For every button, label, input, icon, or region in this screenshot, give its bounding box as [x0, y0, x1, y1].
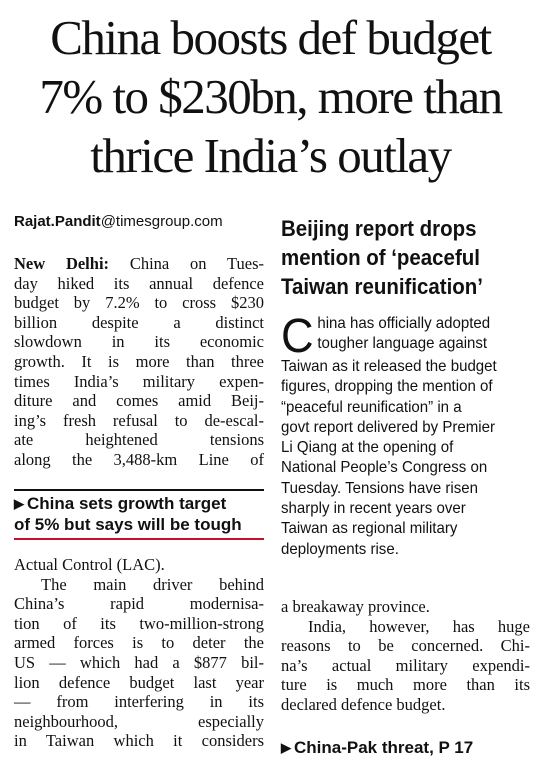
sidebar-line: Taiwan as regional military [281, 520, 458, 538]
story-line: in Taiwan which it considers [14, 731, 264, 751]
sidebar-line: figures, dropping the mention of [281, 378, 493, 396]
story-line: budget by 7.2% to cross $230 [14, 293, 264, 313]
sidebar-line: sharply in recent years over [281, 500, 466, 518]
story-line: growth. It is more than three [14, 351, 264, 371]
headline-line-1: China boosts def budget [50, 10, 492, 65]
headline-line-2: 7% to $230bn, more than [39, 69, 503, 124]
sidebar-line: National People’s Congress on [281, 459, 488, 477]
story-line: declared defence budget. [281, 694, 446, 714]
sidebar-line: Taiwan as it released the budget [281, 358, 497, 375]
crosshead: ▶ China sets growth target of 5% but says… [14, 489, 264, 540]
story-line: lion defence budget last year [14, 672, 264, 692]
byline-domain: @timesgroup.com [100, 213, 223, 230]
sidebar-headline-line-3: Taiwan reunification’ [281, 274, 483, 299]
story-line: ing’s fresh refusal to de-escal- [14, 410, 264, 430]
story-line: diture and comes amid Beij- [14, 391, 264, 411]
story-line: New Delhi: China on Tues- [14, 254, 265, 273]
sidebar-line: Li Qiang at the opening of [281, 439, 454, 457]
dropcap: C [281, 310, 314, 363]
story-line: The main driver behind [41, 574, 264, 594]
sidebar-body: C hina has officially adopted tougher la… [281, 310, 516, 560]
triangle-right-icon: ▶ [14, 496, 24, 511]
story-line: billion despite a distinct [14, 312, 264, 332]
story-line: neighbourhood, especially [14, 711, 264, 731]
sidebar-line: tougher language against [317, 335, 488, 353]
sidebar-line: deployments rise. [281, 540, 399, 558]
sidebar-line: govt report delivered by Premier [281, 418, 495, 436]
story-line: ate heightened tensions [14, 430, 264, 450]
story-column-1b: Actual Control (LAC). The main driver be… [14, 555, 264, 751]
story-line: along the 3,488-km Line of [14, 449, 264, 469]
headline-line-3: thrice India’s outlay [90, 128, 452, 183]
sidebar-line: “peaceful reunification” in a [281, 398, 462, 416]
byline-name: Rajat.Pandit [14, 213, 101, 230]
sidebar-headline: Beijing report drops mention of ‘peacefu… [281, 214, 514, 301]
story-line: US — which had a $877 bil- [14, 652, 264, 672]
story-line: reasons to be concerned. Chi- [281, 636, 530, 656]
sidebar-line: Tuesday. Tensions have risen [281, 479, 479, 497]
sidebar-headline-line-2: mention of ‘peaceful [281, 245, 480, 270]
story-line: Actual Control (LAC). [14, 555, 165, 574]
story-line: slowdown in its economic [14, 332, 264, 352]
story-line: day hiked its annual defence [14, 273, 264, 293]
jump-link[interactable]: ▶ China-Pak threat, P 17 [281, 738, 473, 758]
byline: Rajat.Pandit@timesgroup.com [14, 213, 264, 230]
story-column-2: a breakaway province. India, however, ha… [281, 597, 530, 715]
headline: China boosts def budget 7% to $230bn, mo… [0, 8, 541, 185]
story-line: armed forces is to deter the [14, 633, 264, 653]
story-line: times India’s military expen- [14, 371, 264, 391]
story-line: India, however, has huge [308, 616, 530, 636]
dateline: New Delhi: [14, 254, 110, 273]
sidebar-headline-line-1: Beijing report drops [281, 216, 477, 241]
story-column-1a: New Delhi: China on Tues- day hiked its … [14, 254, 264, 470]
story-line: ture is much more than its [281, 675, 530, 695]
sidebar-line: hina has officially adopted [317, 315, 491, 332]
jump-label: China-Pak threat, P 17 [294, 738, 474, 757]
story-line: China’s rapid modernisa- [14, 594, 264, 614]
crosshead-line-1: ▶ China sets growth target [14, 494, 227, 513]
triangle-right-icon: ▶ [281, 740, 291, 755]
story-line: a breakaway province. [281, 597, 430, 616]
crosshead-line-2: of 5% but says will be tough [14, 515, 242, 534]
story-line: na’s actual military expendi- [281, 655, 530, 675]
story-line: — from interfering in its [14, 692, 264, 712]
story-line: tion of its two-million-strong [14, 613, 264, 633]
